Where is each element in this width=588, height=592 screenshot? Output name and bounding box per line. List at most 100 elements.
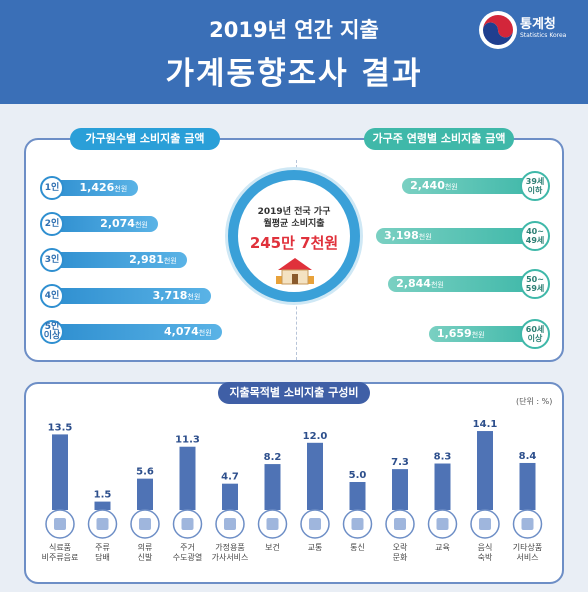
- composition-value-label: 14.1: [473, 419, 498, 430]
- age-group-label: 50~ 59세: [520, 269, 550, 299]
- age-value: 2,844천원: [396, 277, 444, 290]
- age-row: 1,659천원 60세 이상: [330, 319, 550, 349]
- household-row: 1인 1,426천원: [40, 176, 260, 200]
- composition-category-label: 주류: [95, 543, 110, 552]
- age-value: 2,440천원: [410, 179, 458, 192]
- composition-category-label: 기타상품: [513, 542, 542, 552]
- household-value: 2,981천원: [129, 253, 177, 266]
- household-size-label: 1인: [40, 176, 64, 200]
- composition-value-label: 7.3: [391, 457, 409, 468]
- composition-value-label: 8.2: [264, 452, 282, 463]
- household-size-label: 4인: [40, 284, 64, 308]
- composition-bar: [179, 446, 196, 510]
- statistics-korea-logo-icon: [479, 11, 517, 49]
- header-subtitle: 2019년 연간 지출: [209, 18, 379, 42]
- household-bar: [52, 180, 138, 196]
- composition-category-label: 비주류음료: [42, 553, 79, 562]
- composition-value-label: 4.7: [221, 472, 239, 483]
- age-value: 3,198천원: [384, 229, 432, 242]
- header-title: 가계동향조사 결과: [165, 56, 423, 92]
- house-icon-glyph: [181, 518, 194, 530]
- composition-category-label: 서비스: [516, 553, 538, 562]
- age-section-title: 가구주 연령별 소비지출 금액: [364, 128, 514, 150]
- household-row: 4인 3,718천원: [40, 284, 260, 308]
- composition-category-label: 의류: [138, 542, 153, 552]
- household-row: 3인 2,981천원: [40, 248, 260, 272]
- washing-machine-icon-glyph: [224, 518, 236, 530]
- composition-bar: [434, 463, 451, 510]
- composition-bar: [349, 482, 366, 510]
- composition-bar: [392, 469, 408, 510]
- composition-value-label: 8.4: [519, 451, 537, 462]
- age-group-label: 60세 이상: [520, 319, 550, 349]
- popcorn-icon-glyph: [394, 518, 406, 530]
- total-spending-value: 245만 7천원: [249, 234, 339, 252]
- composition-category-label: 가사서비스: [212, 553, 249, 562]
- age-group-label: 39세 이하: [520, 171, 550, 201]
- clothing-icon-glyph: [139, 518, 151, 530]
- phone-icon-glyph: [351, 518, 364, 530]
- calendar-icon-glyph: [521, 518, 534, 530]
- composition-value-label: 5.0: [349, 470, 367, 481]
- car-icon-glyph: [309, 518, 321, 530]
- total-label-line2: 월평균 소비지출: [263, 219, 325, 229]
- composition-bar: [222, 483, 238, 510]
- composition-category-label: 교육: [435, 543, 450, 552]
- composition-category-label: 음식: [478, 543, 493, 552]
- classroom-icon-glyph: [436, 518, 449, 530]
- header-banner: 2019년 연간 지출 가계동향조사 결과 통계청 Statistics Kor…: [0, 0, 588, 104]
- household-value: 2,074천원: [100, 217, 148, 230]
- age-bar: [402, 178, 536, 194]
- composition-bar: [519, 462, 536, 510]
- liquor-icon-glyph: [96, 518, 109, 530]
- composition-category-label: 식료품: [49, 543, 71, 552]
- age-row: 2,440천원 39세 이하: [330, 171, 550, 201]
- total-label-line1: 2019년 전국 가구: [257, 207, 331, 217]
- composition-bar: [52, 434, 68, 510]
- composition-value-label: 5.6: [136, 467, 154, 478]
- household-value: 1,426천원: [79, 181, 128, 194]
- composition-category-label: 보건: [265, 542, 280, 552]
- unit-note: (단위 : %): [516, 397, 553, 406]
- household-section-title: 가구원수별 소비지출 금액: [70, 128, 220, 150]
- composition-value-label: 11.3: [175, 435, 200, 446]
- composition-category-label: 교통: [308, 543, 323, 552]
- household-bar: [52, 252, 188, 268]
- composition-category-label: 통신: [350, 543, 365, 552]
- composition-category-label: 오락: [393, 542, 408, 552]
- household-size-label: 5인 이상: [40, 320, 64, 344]
- composition-category-label: 주거: [180, 543, 195, 552]
- composition-value-label: 13.5: [48, 422, 73, 433]
- age-value: 1,659천원: [436, 327, 485, 340]
- household-value: 3,718천원: [152, 289, 201, 302]
- composition-bar: [137, 478, 153, 510]
- grocery-icon-glyph: [54, 518, 66, 530]
- household-bar: [52, 288, 211, 304]
- age-row: 2,844천원 50~ 59세: [330, 269, 550, 299]
- household-row: 2인 2,074천원: [40, 212, 260, 236]
- dining-icon-glyph: [479, 518, 491, 530]
- age-bar: [388, 276, 536, 292]
- composition-value-label: 8.3: [434, 452, 452, 463]
- composition-category-label: 가정용품: [215, 542, 244, 552]
- composition-category-label: 문화: [393, 553, 408, 562]
- composition-category-label: 숙박: [478, 552, 493, 562]
- composition-section-title: 지출목적별 소비지출 구성비: [218, 382, 370, 404]
- composition-value-label: 12.0: [303, 431, 328, 442]
- medical-kit-icon-glyph: [266, 518, 279, 530]
- logo-name: 통계청: [520, 17, 556, 32]
- house-money-icon: [276, 258, 314, 285]
- composition-category-label: 신발: [138, 552, 153, 562]
- household-size-label: 3인: [40, 248, 64, 272]
- age-bar: [428, 326, 536, 342]
- composition-bar: [477, 431, 493, 510]
- household-bar: [52, 216, 159, 232]
- age-bar: [376, 228, 536, 244]
- composition-bar: [307, 442, 323, 510]
- household-size-label: 2인: [40, 212, 64, 236]
- household-row: 5인 이상 4,074천원: [40, 320, 260, 344]
- composition-value-label: 1.5: [94, 490, 112, 501]
- composition-bar: [94, 501, 111, 510]
- composition-category-label: 수도광열: [173, 552, 202, 562]
